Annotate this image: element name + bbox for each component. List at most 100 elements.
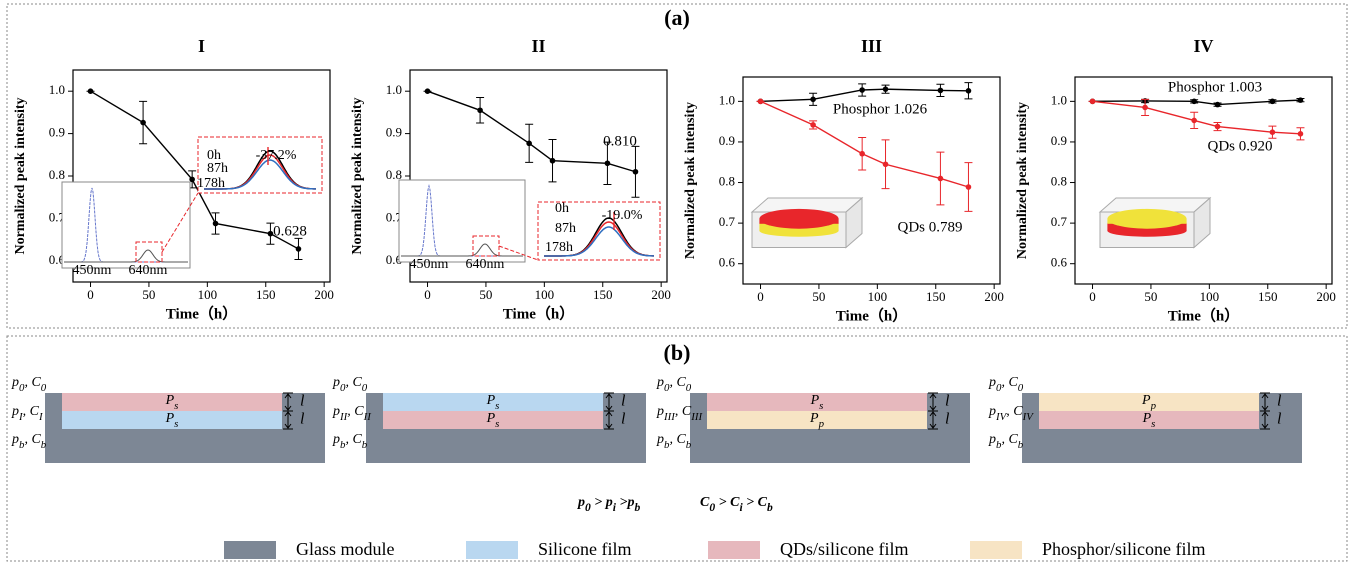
interface-label: p0, C0 (11, 375, 47, 393)
y-tick-label: 0.9 (386, 125, 402, 140)
y-axis-label: Normalized peak intensity (350, 97, 365, 254)
data-point (1269, 129, 1276, 135)
text-piece: P (165, 411, 175, 426)
interface-label: pI, CI (11, 404, 44, 422)
y-axis-label: Normalized peak intensity (13, 97, 28, 254)
film-layer (707, 411, 927, 429)
panel-label: (a) (664, 5, 690, 30)
interface-label: p0, C0 (988, 375, 1024, 393)
text-piece: p (332, 404, 340, 419)
data-point (604, 160, 611, 167)
text-piece: b (996, 439, 1002, 451)
y-tick-label: 0.8 (386, 167, 402, 182)
text-piece: IV (995, 411, 1008, 423)
x-tick-label: 200 (651, 287, 671, 302)
series-line (760, 100, 969, 188)
text-piece: P (486, 393, 496, 408)
text-piece: > C (715, 495, 740, 510)
text-piece: p (656, 404, 664, 419)
y-tick-label: 0.9 (49, 125, 65, 140)
data-point (267, 230, 274, 237)
text-piece: I (18, 411, 24, 423)
y-tick-label: 1.0 (719, 92, 735, 107)
y-tick-label: 0.7 (49, 209, 66, 224)
disk-top (759, 208, 839, 229)
text-piece: p (988, 404, 996, 419)
legend-swatch (466, 541, 518, 559)
change-label: -37.2% (256, 148, 297, 163)
text-piece: , C (24, 375, 41, 390)
interface-label: pb, Cb (332, 432, 368, 450)
x-tick-label: 50 (142, 287, 155, 302)
equation: C0 > Ci > Cb (700, 495, 773, 513)
data-point (1089, 98, 1096, 105)
series-line (90, 90, 299, 250)
thickness-arrows (604, 392, 614, 430)
zoom-link (161, 192, 199, 253)
text-piece: s (1151, 418, 1155, 430)
data-point (859, 87, 865, 93)
text-piece: P (810, 393, 820, 408)
y-tick-label: 0.7 (719, 214, 736, 229)
inset-frame (61, 181, 191, 269)
data-point (526, 140, 532, 147)
data-point (859, 150, 865, 157)
plot-frame (742, 76, 1001, 285)
text-piece: p (332, 432, 340, 447)
data-point (87, 88, 94, 94)
text-piece: b (767, 501, 773, 514)
data-point (189, 176, 195, 183)
series-line (427, 90, 636, 173)
x-tick-label: 50 (812, 289, 825, 304)
y-tick-label: 1.0 (49, 82, 65, 97)
x-tick-label: 0 (87, 287, 94, 302)
text-piece: IV (1022, 411, 1035, 423)
x-tick-label: 0 (757, 289, 764, 304)
data-point (477, 107, 483, 114)
text-piece: III (690, 411, 703, 423)
text-piece: P (165, 393, 175, 408)
time-label: 0h (207, 148, 221, 163)
x-tick-label: 100 (868, 289, 888, 304)
annotation: 0.628 (273, 223, 307, 239)
text-piece: P (1141, 393, 1151, 408)
interface-label: pb, Cb (988, 432, 1024, 450)
glass-side (1193, 196, 1211, 249)
x-tick-label: 0 (424, 287, 431, 302)
data-point (212, 220, 219, 227)
text-piece: 0 (19, 382, 25, 394)
data-point (424, 88, 431, 94)
layer-label: Pp (1141, 393, 1157, 411)
y-tick-label: 0.9 (719, 133, 735, 148)
equation: p0 > pi >pb (577, 495, 640, 513)
x-tick-label: 50 (479, 287, 492, 302)
x-tick-label: 0 (1089, 289, 1096, 304)
legend-swatch (224, 541, 276, 559)
x-axis-label: Time（h） (166, 304, 237, 322)
interface-label: p0, C0 (332, 375, 368, 393)
text-piece: s (495, 418, 499, 430)
layer-label: Ps (1142, 411, 1156, 429)
text-piece: P (1142, 411, 1152, 426)
film-layer (1039, 411, 1259, 429)
text-piece: b (41, 439, 47, 451)
data-point (937, 87, 944, 94)
data-point (1269, 98, 1276, 105)
x-axis-label: Time（h） (1168, 306, 1239, 324)
thickness-label: l (945, 411, 950, 428)
x-tick-label: 150 (256, 287, 276, 302)
x-tick-label: 100 (198, 287, 218, 302)
text-piece: 0 (664, 382, 670, 394)
x-tick-label: 150 (1258, 289, 1278, 304)
text-piece: p (818, 418, 825, 430)
peak-label: 450nm (410, 257, 449, 272)
y-tick-label: 1.0 (1051, 92, 1067, 107)
y-tick-label: 0.8 (49, 167, 65, 182)
x-tick-label: 200 (1316, 289, 1336, 304)
legend-swatch (970, 541, 1022, 559)
series-line (1092, 99, 1301, 106)
x-tick-label: 200 (314, 287, 334, 302)
text-piece: s (174, 400, 178, 412)
inset-frame (398, 179, 526, 263)
data-point (882, 86, 889, 92)
